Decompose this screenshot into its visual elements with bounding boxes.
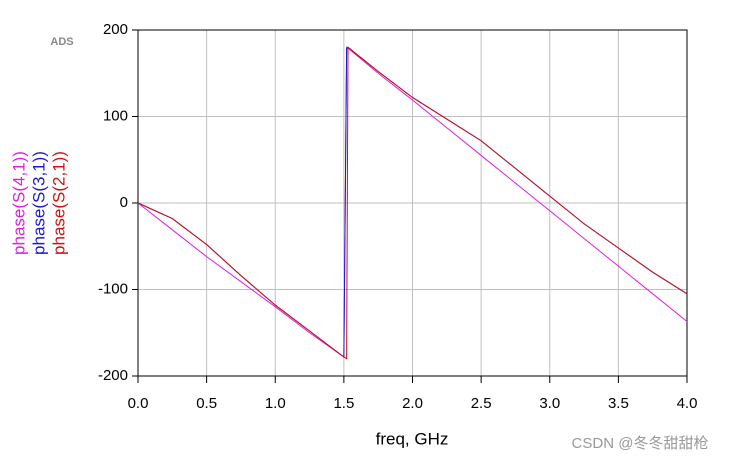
legend-entry: phase(S(2,1)) <box>49 151 68 255</box>
legend-entry: phase(S(4,1)) <box>9 151 28 255</box>
x-tick-label: 0.0 <box>128 395 149 412</box>
x-tick-label: 1.5 <box>333 395 354 412</box>
legend-entry: phase(S(3,1)) <box>29 151 48 255</box>
logo: ADS <box>50 36 73 48</box>
x-tick-label: 2.5 <box>471 395 492 412</box>
x-tick-label: 3.5 <box>608 395 629 412</box>
y-tick-label: -100 <box>98 280 128 297</box>
x-tick-label: 0.5 <box>196 395 217 412</box>
y-tick-label: 200 <box>103 21 128 38</box>
series-line <box>137 46 688 358</box>
watermark: CSDN @冬冬甜甜枪 <box>572 435 709 452</box>
x-tick-label: 2.0 <box>402 395 423 412</box>
series-line <box>137 46 688 360</box>
y-tick-label: 0 <box>120 194 128 211</box>
x-tick-label: 3.0 <box>539 395 560 412</box>
y-tick-label: 100 <box>103 107 128 124</box>
x-axis-label: freq, GHz <box>376 429 449 448</box>
y-tick-label: -200 <box>98 367 128 384</box>
x-tick-label: 4.0 <box>677 395 698 412</box>
x-tick-label: 1.0 <box>265 395 286 412</box>
